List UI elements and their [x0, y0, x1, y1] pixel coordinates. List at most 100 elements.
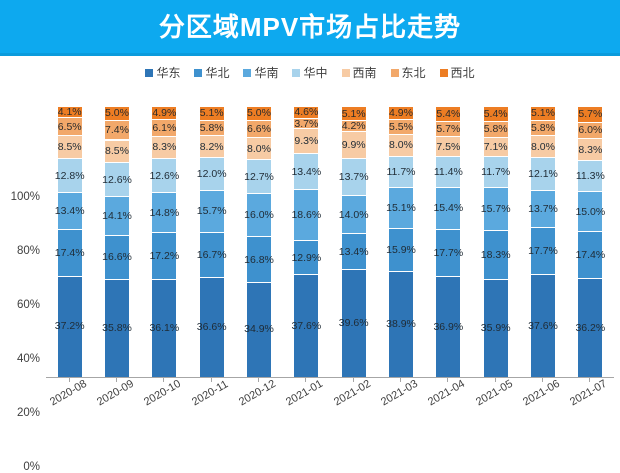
bar-segment-华南[interactable] [436, 188, 461, 230]
bar-segment-西南[interactable] [531, 136, 555, 159]
bar-segment-华北[interactable] [389, 229, 413, 272]
bar-segment-华北[interactable] [341, 233, 366, 271]
bar-segment-东北[interactable] [531, 120, 555, 137]
bar-segment-东北[interactable] [105, 120, 129, 141]
bar-segment-西北[interactable] [341, 107, 366, 122]
bar-segment-华北[interactable] [152, 233, 177, 280]
bar-segment-华北[interactable] [294, 240, 319, 276]
bar-segment-华南[interactable] [389, 188, 413, 230]
bar-segment-西北[interactable] [294, 106, 319, 120]
bar-segment-华中[interactable] [57, 158, 82, 194]
bar-segment-华北[interactable] [57, 229, 82, 277]
bar-segment-西南[interactable] [57, 135, 82, 159]
bar-segment-华东[interactable] [294, 275, 319, 377]
legend-item-华中[interactable]: 华中 [292, 67, 328, 79]
bar-segment-华东[interactable] [105, 280, 129, 377]
bar-segment-东北[interactable] [436, 121, 461, 137]
bar-segment-东北[interactable] [247, 120, 271, 139]
bar-segment-东北[interactable] [294, 119, 319, 130]
bar-segment-华东[interactable] [247, 282, 271, 377]
bar-segment-西北[interactable] [578, 107, 603, 123]
bar-segment-华南[interactable] [57, 193, 82, 230]
bar-segment-西北[interactable] [247, 107, 271, 121]
bar-segment-华中[interactable] [436, 157, 461, 188]
bar-segment-华东[interactable] [578, 279, 603, 377]
bar-segment-华北[interactable] [578, 232, 603, 280]
bar-segment-东北[interactable] [389, 120, 413, 136]
bar-segment-华南[interactable] [105, 197, 129, 236]
bar-segment-华中[interactable] [531, 158, 555, 191]
bar-column[interactable]: 37.6% 12.9% 18.6% 13.4% 9.3% 3.7% 4.6% [291, 106, 321, 382]
bar-segment-西北[interactable] [105, 107, 129, 121]
bar-segment-西南[interactable] [436, 136, 461, 158]
bar-segment-西南[interactable] [199, 136, 224, 159]
bar-segment-华北[interactable] [436, 229, 461, 278]
bar-segment-华东[interactable] [199, 278, 224, 377]
bar-segment-华南[interactable] [294, 190, 319, 241]
legend-item-华北[interactable]: 华北 [194, 67, 229, 79]
bar-segment-华中[interactable] [294, 154, 319, 191]
bar-segment-华南[interactable] [152, 193, 177, 234]
legend-item-华东[interactable]: 华东 [145, 67, 180, 79]
bar-segment-华东[interactable] [57, 276, 82, 377]
bar-segment-东北[interactable] [152, 120, 177, 137]
bar-column[interactable]: 39.6% 13.4% 14.0% 13.7% 9.9% 4.2% 5.1% [339, 107, 369, 382]
bar-column[interactable]: 36.6% 16.7% 15.7% 12.0% 8.2% 5.8% 5.1% [197, 106, 227, 382]
bar-segment-东北[interactable] [483, 121, 508, 138]
bar-segment-西南[interactable] [483, 137, 508, 157]
bar-segment-华北[interactable] [199, 233, 224, 279]
bar-segment-东北[interactable] [578, 122, 603, 139]
bar-segment-华南[interactable] [199, 190, 224, 234]
bar-segment-西南[interactable] [389, 135, 413, 157]
bar-segment-华南[interactable] [341, 196, 366, 234]
bar-column[interactable]: 35.8% 16.6% 14.1% 12.6% 8.5% 7.4% 5.0% [102, 107, 132, 382]
bar-segment-华南[interactable] [483, 188, 508, 231]
bar-column[interactable]: 34.9% 16.8% 16.0% 12.7% 8.0% 6.6% 5.0% [244, 107, 274, 382]
bar-segment-华南[interactable] [247, 194, 271, 238]
bar-segment-华中[interactable] [341, 159, 366, 197]
bar-segment-西南[interactable] [578, 138, 603, 162]
bar-segment-华北[interactable] [531, 227, 555, 276]
bar-segment-华中[interactable] [389, 156, 413, 189]
legend-item-东北[interactable]: 东北 [390, 67, 426, 79]
bar-segment-西北[interactable] [199, 106, 224, 121]
bar-segment-华中[interactable] [483, 156, 508, 189]
bar-segment-西北[interactable] [57, 107, 82, 119]
bar-segment-西北[interactable] [389, 107, 413, 121]
bar-column[interactable]: 36.1% 17.2% 14.8% 12.6% 8.3% 6.1% 4.9% [149, 107, 179, 382]
bar-segment-西北[interactable] [152, 107, 177, 121]
bar-segment-西南[interactable] [341, 132, 366, 160]
bar-segment-华中[interactable] [152, 159, 177, 194]
bar-column[interactable]: 35.9% 18.3% 15.7% 11.7% 7.1% 5.8% 5.4% [481, 107, 511, 382]
bar-segment-东北[interactable] [57, 118, 82, 136]
bar-column[interactable]: 37.2% 17.4% 13.4% 12.8% 8.5% 6.5% 4.1% [55, 107, 85, 382]
bar-segment-西南[interactable] [247, 138, 271, 160]
bar-segment-东北[interactable] [341, 121, 366, 133]
bar-column[interactable]: 36.9% 17.7% 15.4% 11.4% 7.5% 5.7% 5.4% [433, 107, 463, 382]
bar-segment-西北[interactable] [436, 107, 461, 122]
bar-segment-东北[interactable] [199, 120, 224, 137]
bar-segment-西南[interactable] [294, 129, 319, 155]
bar-segment-华东[interactable] [341, 270, 366, 377]
bar-segment-华南[interactable] [531, 190, 555, 228]
bar-segment-西北[interactable] [483, 107, 508, 122]
bar-segment-西南[interactable] [105, 140, 129, 164]
bar-segment-西南[interactable] [152, 136, 177, 160]
bar-segment-华东[interactable] [531, 275, 555, 377]
bar-segment-华北[interactable] [105, 235, 129, 281]
bar-segment-华北[interactable] [483, 230, 508, 281]
bar-segment-华东[interactable] [152, 279, 177, 377]
legend-item-西北[interactable]: 西北 [439, 67, 475, 79]
bar-segment-华南[interactable] [578, 191, 603, 233]
legend-item-西南[interactable]: 西南 [341, 67, 377, 79]
bar-segment-华中[interactable] [578, 161, 603, 192]
bar-segment-华中[interactable] [105, 163, 129, 198]
legend-item-华南[interactable]: 华南 [243, 67, 278, 79]
bar-column[interactable]: 38.9% 15.9% 15.1% 11.7% 8.0% 5.5% 4.9% [386, 107, 416, 382]
bar-column[interactable]: 37.6% 17.7% 13.7% 12.1% 8.0% 5.8% 5.1% [528, 107, 558, 382]
bar-segment-华中[interactable] [247, 159, 271, 195]
bar-column[interactable]: 36.2% 17.4% 15.0% 11.3% 8.3% 6.0% 5.7% [575, 107, 605, 382]
bar-segment-华中[interactable] [199, 158, 224, 191]
bar-segment-华东[interactable] [483, 280, 508, 377]
bar-segment-华北[interactable] [247, 237, 271, 283]
